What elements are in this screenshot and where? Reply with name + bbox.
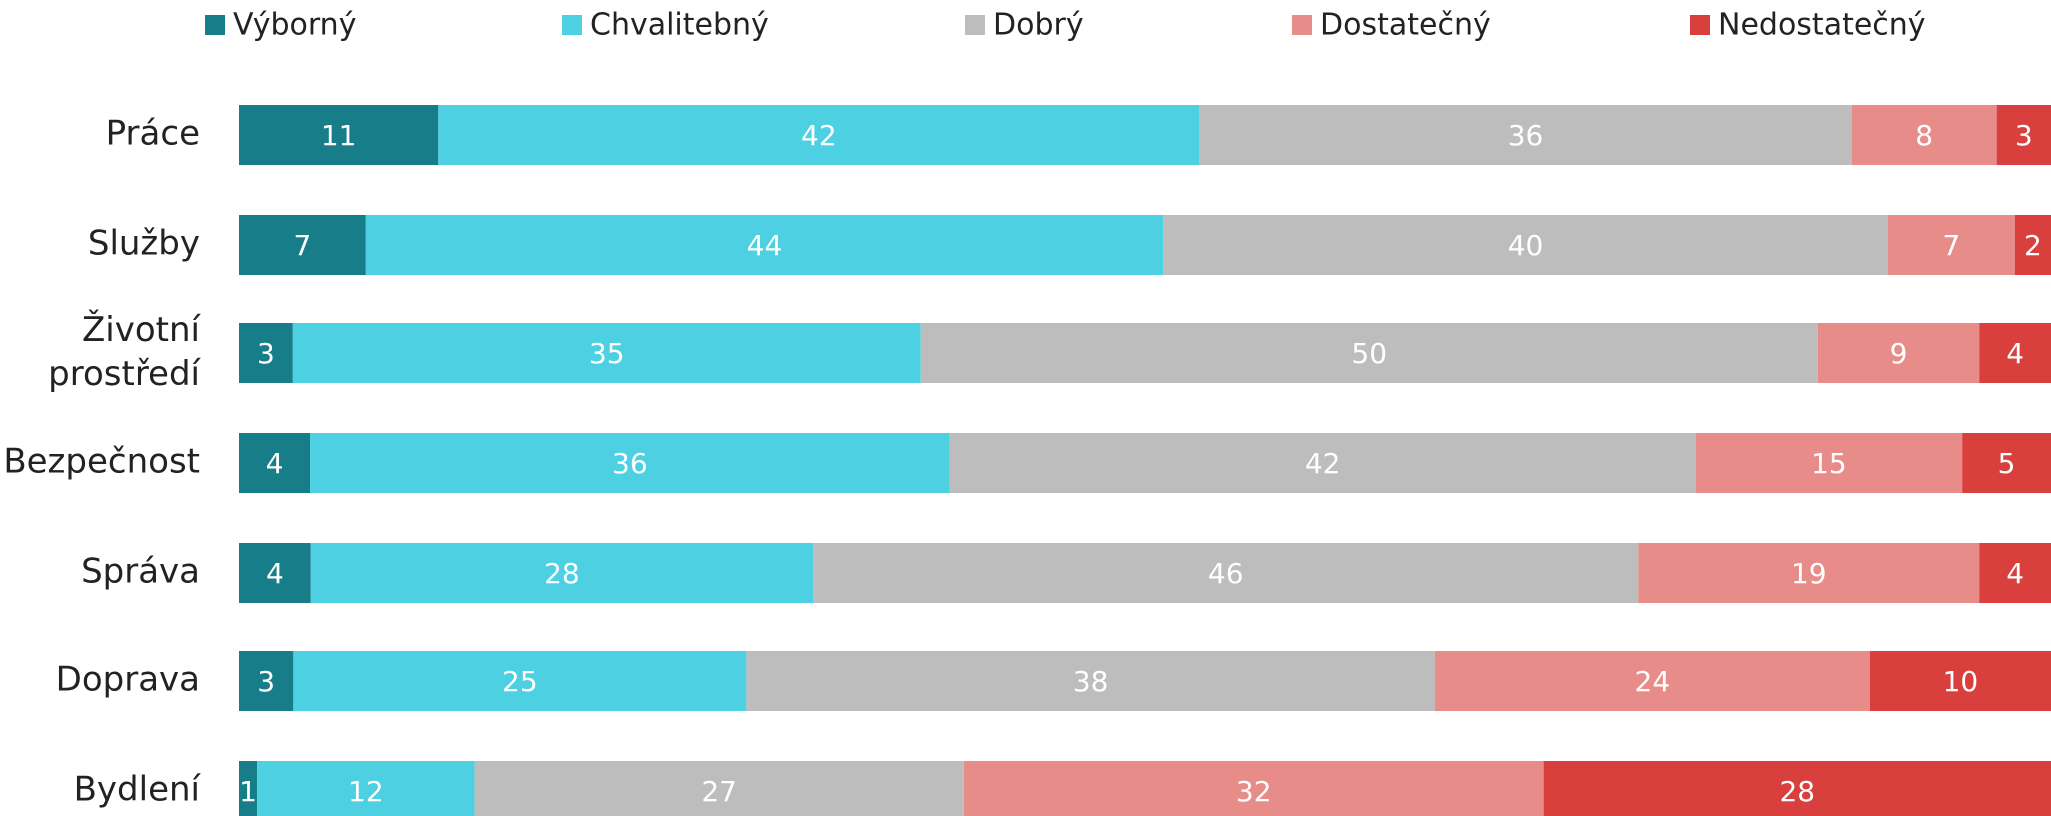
data-label: 4	[266, 557, 284, 590]
category-label: Bezpečnost	[3, 442, 200, 482]
bar-segment	[1163, 215, 1888, 275]
bar-segment	[239, 433, 311, 493]
data-label: 2	[2024, 229, 2042, 262]
data-label: 44	[747, 229, 783, 262]
bar-segment	[365, 215, 1164, 275]
data-label: 4	[2006, 337, 2024, 370]
legend-swatch	[562, 15, 582, 35]
bar-segment	[1851, 105, 1997, 165]
data-label: 50	[1351, 337, 1387, 370]
data-label: 9	[1890, 337, 1908, 370]
data-label: 46	[1208, 557, 1244, 590]
bar-segment	[257, 761, 475, 816]
data-label: 24	[1635, 665, 1671, 698]
bar-segment	[1695, 433, 1963, 493]
bar-segment	[239, 323, 293, 383]
data-label: 38	[1073, 665, 1109, 698]
data-label: 40	[1508, 229, 1544, 262]
bar-segment	[813, 543, 1639, 603]
legend-label: Nedostatečný	[1718, 8, 1926, 43]
data-label: 11	[321, 119, 357, 152]
data-label: 3	[257, 665, 275, 698]
data-label: 32	[1236, 775, 1272, 808]
bar-segment	[310, 433, 950, 493]
data-label: 35	[589, 337, 625, 370]
bar-segment	[920, 323, 1818, 383]
data-label: 1	[239, 775, 257, 808]
bar-segment	[2014, 215, 2051, 275]
bar-segment	[746, 651, 1435, 711]
category-label: Životní prostředí	[48, 309, 201, 394]
bar-segment	[1979, 543, 2051, 603]
legend-label: Chvalitebný	[590, 8, 769, 43]
bar-segment	[239, 761, 258, 816]
legend-label: Výborný	[233, 8, 356, 43]
bar-segment	[1979, 323, 2051, 383]
bar-segment	[1962, 433, 2051, 493]
category-label: Bydlení	[74, 770, 202, 810]
data-label: 36	[612, 447, 648, 480]
category-label: Doprava	[56, 660, 200, 700]
bar-segment	[963, 761, 1544, 816]
legend-swatch	[205, 15, 225, 35]
bar-segment	[310, 543, 814, 603]
bar-segment	[239, 543, 311, 603]
bar-segment	[438, 105, 1200, 165]
data-label: 15	[1811, 447, 1847, 480]
data-label: 7	[294, 229, 312, 262]
legend-swatch	[1690, 15, 1710, 35]
data-label: 5	[1998, 447, 2016, 480]
bar-segment	[1817, 323, 1980, 383]
data-label: 42	[801, 119, 837, 152]
legend-label: Dobrý	[993, 8, 1084, 43]
data-label: 28	[1779, 775, 1815, 808]
bar-segment	[1887, 215, 2015, 275]
data-label: 36	[1508, 119, 1544, 152]
data-label: 27	[701, 775, 737, 808]
data-label: 3	[257, 337, 275, 370]
data-label: 10	[1943, 665, 1979, 698]
data-label: 4	[2006, 557, 2024, 590]
bar-segment	[239, 105, 439, 165]
bar-segment	[1638, 543, 1980, 603]
bar-segment	[1199, 105, 1852, 165]
category-label: Služby	[88, 224, 200, 264]
bar-segment	[1543, 761, 2051, 816]
bar-segment	[239, 215, 366, 275]
data-label: 7	[1942, 229, 1960, 262]
data-label: 8	[1915, 119, 1933, 152]
data-label: 3	[2015, 119, 2033, 152]
bar-segment	[1996, 105, 2051, 165]
bar-segment	[1434, 651, 1870, 711]
bar-segment	[1869, 651, 2051, 711]
category-label: Správa	[81, 552, 200, 592]
data-label: 19	[1791, 557, 1827, 590]
data-label: 28	[544, 557, 580, 590]
bar-segment	[949, 433, 1696, 493]
bar-segment	[474, 761, 964, 816]
data-label: 12	[348, 775, 384, 808]
legend-swatch	[1292, 15, 1312, 35]
bar-segment	[292, 323, 921, 383]
data-label: 4	[266, 447, 284, 480]
bar-segment	[239, 651, 294, 711]
bar-segment	[293, 651, 747, 711]
legend-label: Dostatečný	[1320, 8, 1491, 43]
category-label: Práce	[106, 114, 200, 154]
data-label: 42	[1305, 447, 1341, 480]
data-label: 25	[502, 665, 538, 698]
legend-swatch	[965, 15, 985, 35]
